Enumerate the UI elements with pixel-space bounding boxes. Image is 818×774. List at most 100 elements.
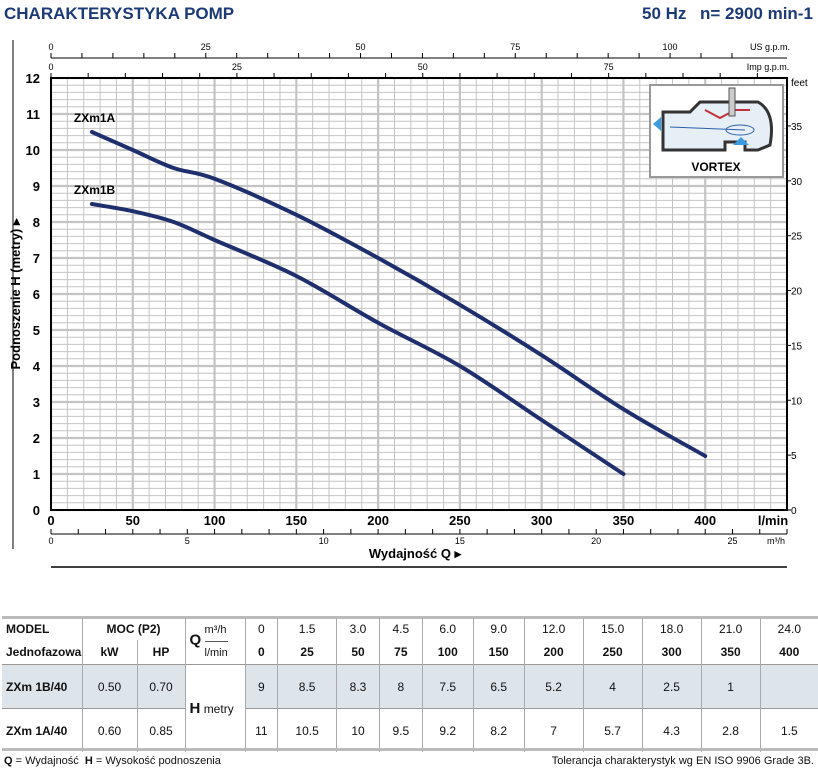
- plot-frame: [50, 77, 788, 511]
- lmin-cell: 200: [523, 640, 584, 665]
- x-tick-label: 200: [367, 513, 389, 528]
- table-header-row-2: Jednofazowa kW HP 0 25 50 75 100 150 200 250 300…: [2, 640, 818, 665]
- hp-cell: 0.85: [136, 708, 185, 752]
- q-symbol: Q: [189, 631, 202, 649]
- flow-line-icon: [669, 126, 746, 131]
- feet-tick-label: 10: [791, 396, 803, 407]
- m3h-cell: 9.0: [472, 618, 525, 640]
- chart-title: CHARAKTERYSTYKA POMP: [4, 4, 235, 23]
- h-cell: [759, 664, 818, 709]
- lmin-cell: 75: [378, 640, 423, 665]
- frequency: 50 Hz: [642, 4, 687, 23]
- y-tick-label: 5: [33, 323, 40, 338]
- legend-footnote: Q = Wydajność H = Wysokość podnoszenia: [4, 755, 221, 767]
- performance-table: MODEL MOC (P2) Q m³/h l/min 0 1.5 3.0 4.5 6.0…: [2, 618, 818, 752]
- h-cell: 10: [336, 708, 380, 752]
- usgpm-tick-label: 75: [510, 42, 520, 52]
- table-row: ZXm 1A/40 0.60 0.85 11 10.5 10 9.5 9.2 8.2 7 5.…: [2, 708, 818, 752]
- y-tick-label: 3: [33, 395, 40, 410]
- hp-header: HP: [136, 640, 185, 665]
- impgpm-unit-label: Imp g.p.m.: [747, 62, 790, 72]
- x-tick-label: 350: [613, 513, 635, 528]
- table-header-row-1: MODEL MOC (P2) Q m³/h l/min 0 1.5 3.0 4.5 6.0…: [2, 618, 818, 665]
- y-tick-label: 0: [33, 503, 40, 518]
- impgpm-tick-label: 50: [418, 62, 428, 72]
- h-definition: = Wysokość podnoszenia: [92, 755, 221, 767]
- shaft-icon: [728, 87, 736, 117]
- m3h-tick-label: 15: [455, 536, 465, 546]
- x-tick-label: 300: [531, 513, 553, 528]
- h-cell: 2.5: [641, 664, 702, 709]
- m3h-cell: 18.0: [641, 618, 702, 640]
- y-tick-label: 4: [33, 359, 41, 374]
- curve-ZXm1A: [89, 130, 708, 458]
- outlet-arrow-icon: [653, 117, 661, 131]
- phase-header: Jednofazowa: [6, 645, 82, 659]
- feet-tick-label: 0: [791, 506, 797, 517]
- y-tick-label: 9: [33, 179, 40, 194]
- lmin-cell: 400: [759, 640, 818, 665]
- model-cell: ZXm 1A/40: [2, 708, 82, 752]
- impgpm-tick-label: 75: [604, 62, 614, 72]
- m3h-cell: 0: [244, 618, 278, 640]
- m3h-tick-label: 5: [185, 536, 190, 546]
- h-cell: 8: [378, 664, 423, 709]
- tolerance-note: Tolerancja charakterystyk wg EN ISO 9906…: [551, 755, 814, 767]
- kw-cell: 0.50: [81, 664, 137, 709]
- h-cell: 4.3: [641, 708, 702, 752]
- h-cell: 4: [582, 664, 643, 709]
- m3h-cell: 24.0: [759, 618, 818, 640]
- m3h-cell: 21.0: [700, 618, 761, 640]
- q-header: Q m³/h l/min: [184, 618, 245, 665]
- lmin-cell: 25: [277, 640, 337, 665]
- kw-cell: 0.60: [81, 708, 137, 752]
- y-tick-label: 11: [26, 107, 40, 122]
- kw-header: kW: [81, 640, 137, 665]
- h-cell: 7: [523, 708, 584, 752]
- lmin-cell: 300: [641, 640, 702, 665]
- m3h-tick-label: 10: [319, 536, 329, 546]
- x-unit-label: l/min: [758, 513, 788, 528]
- power-header: MOC (P2): [81, 618, 185, 640]
- m3h-cell: 12.0: [523, 618, 584, 640]
- feet-tick-label: 15: [791, 341, 803, 352]
- x-tick-label: 400: [694, 513, 716, 528]
- m3h-tick-label: 20: [591, 536, 601, 546]
- x-tick-label: 50: [126, 513, 140, 528]
- m3h-tick-label: 0: [48, 536, 53, 546]
- x-tick-label: 0: [47, 513, 54, 528]
- h-cell: 8.5: [277, 664, 337, 709]
- y-tick-label: 1: [33, 467, 40, 482]
- x-axis-label: Wydajność Q ▸: [369, 546, 463, 561]
- h-label: H metry: [184, 664, 245, 752]
- vortex-swirl-icon: [725, 124, 755, 136]
- impeller-icon: [704, 109, 750, 120]
- usgpm-tick-label: 0: [48, 42, 53, 52]
- pump-housing-icon: [661, 100, 773, 152]
- m3h-cell: 6.0: [421, 618, 474, 640]
- h-cell: 5.2: [523, 664, 584, 709]
- curve-label-ZXm1A: ZXm1A: [74, 111, 116, 125]
- impgpm-tick-label: 0: [48, 62, 53, 72]
- x-tick-label: 250: [449, 513, 471, 528]
- m3h-cell: 4.5: [378, 618, 423, 640]
- lmin-cell: 50: [336, 640, 380, 665]
- speed: n= 2900 min-1: [700, 4, 813, 23]
- y-tick-label: 12: [26, 71, 40, 86]
- x-tick-label: 150: [285, 513, 307, 528]
- lmin-cell: 350: [700, 640, 761, 665]
- feet-tick-label: 25: [791, 232, 803, 243]
- usgpm-tick-label: 100: [663, 42, 678, 52]
- lmin-cell: 0: [244, 640, 278, 665]
- h-symbol: H: [189, 700, 201, 717]
- lmin-cell: 100: [421, 640, 474, 665]
- y-tick-label: 8: [33, 215, 40, 230]
- feet-tick-label: 5: [791, 451, 797, 462]
- m3h-cell: 1.5: [277, 618, 337, 640]
- usgpm-tick-label: 50: [356, 42, 366, 52]
- h-symbol: H: [84, 755, 93, 767]
- h-cell: 11: [244, 708, 278, 752]
- feet-tick-label: 20: [791, 287, 803, 298]
- lmin-cell: 250: [582, 640, 643, 665]
